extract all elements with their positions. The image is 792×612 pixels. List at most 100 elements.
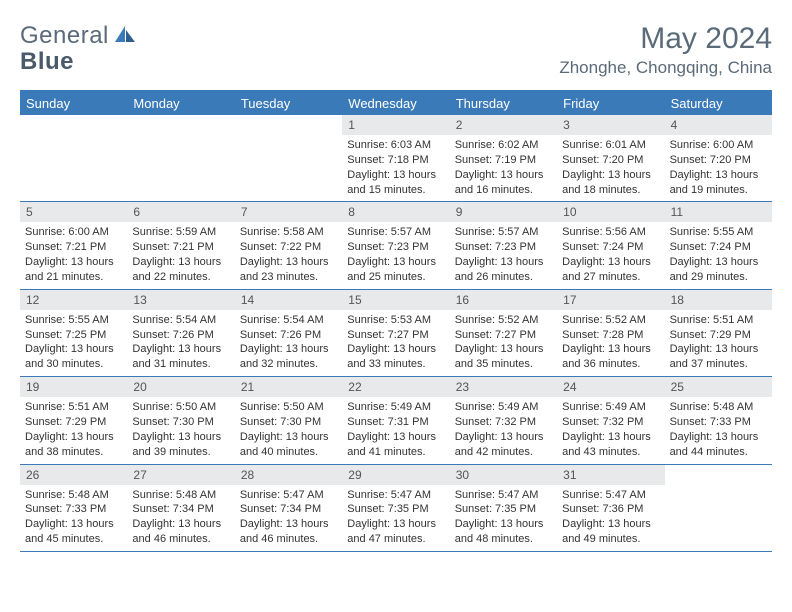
sunset-line: Sunset: 7:31 PM xyxy=(347,415,444,430)
day-cell: 15Sunrise: 5:53 AMSunset: 7:27 PMDayligh… xyxy=(342,290,449,376)
daylight-line: Daylight: 13 hours and 39 minutes. xyxy=(132,430,229,460)
day-body: Sunrise: 5:48 AMSunset: 7:33 PMDaylight:… xyxy=(20,485,127,551)
sunset-line: Sunset: 7:29 PM xyxy=(25,415,122,430)
sunrise-line: Sunrise: 5:52 AM xyxy=(455,313,552,328)
day-header: Wednesday xyxy=(342,92,449,115)
sunrise-line: Sunrise: 5:55 AM xyxy=(670,225,767,240)
day-cell: 17Sunrise: 5:52 AMSunset: 7:28 PMDayligh… xyxy=(557,290,664,376)
day-body: Sunrise: 6:00 AMSunset: 7:20 PMDaylight:… xyxy=(665,135,772,201)
sunset-line: Sunset: 7:34 PM xyxy=(132,502,229,517)
daylight-line: Daylight: 13 hours and 46 minutes. xyxy=(132,517,229,547)
logo-sub: Blue xyxy=(20,48,74,76)
sunset-line: Sunset: 7:22 PM xyxy=(240,240,337,255)
sunset-line: Sunset: 7:32 PM xyxy=(562,415,659,430)
daylight-line: Daylight: 13 hours and 44 minutes. xyxy=(670,430,767,460)
sunrise-line: Sunrise: 5:47 AM xyxy=(240,488,337,503)
sunrise-line: Sunrise: 5:53 AM xyxy=(347,313,444,328)
day-body: Sunrise: 5:59 AMSunset: 7:21 PMDaylight:… xyxy=(127,222,234,288)
day-body: Sunrise: 6:00 AMSunset: 7:21 PMDaylight:… xyxy=(20,222,127,288)
sunset-line: Sunset: 7:20 PM xyxy=(670,153,767,168)
sunrise-line: Sunrise: 5:49 AM xyxy=(347,400,444,415)
sunset-line: Sunset: 7:25 PM xyxy=(25,328,122,343)
day-cell: 6Sunrise: 5:59 AMSunset: 7:21 PMDaylight… xyxy=(127,202,234,288)
sunrise-line: Sunrise: 5:56 AM xyxy=(562,225,659,240)
sunset-line: Sunset: 7:21 PM xyxy=(132,240,229,255)
sunrise-line: Sunrise: 5:47 AM xyxy=(347,488,444,503)
day-cell: 9Sunrise: 5:57 AMSunset: 7:23 PMDaylight… xyxy=(450,202,557,288)
day-number: 18 xyxy=(665,290,772,310)
sunset-line: Sunset: 7:29 PM xyxy=(670,328,767,343)
day-body: Sunrise: 5:54 AMSunset: 7:26 PMDaylight:… xyxy=(235,310,342,376)
day-body: Sunrise: 5:51 AMSunset: 7:29 PMDaylight:… xyxy=(665,310,772,376)
sunset-line: Sunset: 7:23 PM xyxy=(455,240,552,255)
daylight-line: Daylight: 13 hours and 32 minutes. xyxy=(240,342,337,372)
day-body: Sunrise: 5:55 AMSunset: 7:25 PMDaylight:… xyxy=(20,310,127,376)
day-body: Sunrise: 5:47 AMSunset: 7:34 PMDaylight:… xyxy=(235,485,342,551)
day-body: Sunrise: 5:49 AMSunset: 7:31 PMDaylight:… xyxy=(342,397,449,463)
sunrise-line: Sunrise: 5:49 AM xyxy=(455,400,552,415)
day-body: Sunrise: 5:50 AMSunset: 7:30 PMDaylight:… xyxy=(235,397,342,463)
day-number: 16 xyxy=(450,290,557,310)
day-number: 3 xyxy=(557,115,664,135)
day-body: Sunrise: 5:48 AMSunset: 7:34 PMDaylight:… xyxy=(127,485,234,551)
day-cell: 5Sunrise: 6:00 AMSunset: 7:21 PMDaylight… xyxy=(20,202,127,288)
sunset-line: Sunset: 7:27 PM xyxy=(347,328,444,343)
day-header: Friday xyxy=(557,92,664,115)
day-cell: 8Sunrise: 5:57 AMSunset: 7:23 PMDaylight… xyxy=(342,202,449,288)
sunrise-line: Sunrise: 6:00 AM xyxy=(670,138,767,153)
sunrise-line: Sunrise: 5:47 AM xyxy=(562,488,659,503)
sunset-line: Sunset: 7:24 PM xyxy=(562,240,659,255)
daylight-line: Daylight: 13 hours and 43 minutes. xyxy=(562,430,659,460)
day-body: Sunrise: 5:49 AMSunset: 7:32 PMDaylight:… xyxy=(557,397,664,463)
sunset-line: Sunset: 7:26 PM xyxy=(132,328,229,343)
daylight-line: Daylight: 13 hours and 25 minutes. xyxy=(347,255,444,285)
day-body: Sunrise: 5:52 AMSunset: 7:27 PMDaylight:… xyxy=(450,310,557,376)
sunrise-line: Sunrise: 5:58 AM xyxy=(240,225,337,240)
day-cell: 29Sunrise: 5:47 AMSunset: 7:35 PMDayligh… xyxy=(342,465,449,551)
sunset-line: Sunset: 7:23 PM xyxy=(347,240,444,255)
day-cell: 1Sunrise: 6:03 AMSunset: 7:18 PMDaylight… xyxy=(342,115,449,201)
sunset-line: Sunset: 7:30 PM xyxy=(240,415,337,430)
day-number: 21 xyxy=(235,377,342,397)
day-number: 23 xyxy=(450,377,557,397)
daylight-line: Daylight: 13 hours and 31 minutes. xyxy=(132,342,229,372)
sunset-line: Sunset: 7:28 PM xyxy=(562,328,659,343)
day-body: Sunrise: 6:01 AMSunset: 7:20 PMDaylight:… xyxy=(557,135,664,201)
sunset-line: Sunset: 7:21 PM xyxy=(25,240,122,255)
day-cell: 4Sunrise: 6:00 AMSunset: 7:20 PMDaylight… xyxy=(665,115,772,201)
sunset-line: Sunset: 7:30 PM xyxy=(132,415,229,430)
day-number: 25 xyxy=(665,377,772,397)
daylight-line: Daylight: 13 hours and 42 minutes. xyxy=(455,430,552,460)
sunset-line: Sunset: 7:32 PM xyxy=(455,415,552,430)
day-body: Sunrise: 5:53 AMSunset: 7:27 PMDaylight:… xyxy=(342,310,449,376)
sunrise-line: Sunrise: 5:57 AM xyxy=(347,225,444,240)
week-row: 26Sunrise: 5:48 AMSunset: 7:33 PMDayligh… xyxy=(20,465,772,552)
daylight-line: Daylight: 13 hours and 29 minutes. xyxy=(670,255,767,285)
title-block: May 2024 Zhonghe, Chongqing, China xyxy=(559,22,772,78)
day-number: 19 xyxy=(20,377,127,397)
daylight-line: Daylight: 13 hours and 37 minutes. xyxy=(670,342,767,372)
week-row: 5Sunrise: 6:00 AMSunset: 7:21 PMDaylight… xyxy=(20,202,772,289)
day-body: Sunrise: 5:57 AMSunset: 7:23 PMDaylight:… xyxy=(342,222,449,288)
sunset-line: Sunset: 7:27 PM xyxy=(455,328,552,343)
daylight-line: Daylight: 13 hours and 48 minutes. xyxy=(455,517,552,547)
daylight-line: Daylight: 13 hours and 22 minutes. xyxy=(132,255,229,285)
daylight-line: Daylight: 13 hours and 27 minutes. xyxy=(562,255,659,285)
day-body: Sunrise: 5:48 AMSunset: 7:33 PMDaylight:… xyxy=(665,397,772,463)
day-cell: 25Sunrise: 5:48 AMSunset: 7:33 PMDayligh… xyxy=(665,377,772,463)
day-body: Sunrise: 5:52 AMSunset: 7:28 PMDaylight:… xyxy=(557,310,664,376)
daylight-line: Daylight: 13 hours and 49 minutes. xyxy=(562,517,659,547)
daylight-line: Daylight: 13 hours and 30 minutes. xyxy=(25,342,122,372)
day-number: 8 xyxy=(342,202,449,222)
day-cell: 19Sunrise: 5:51 AMSunset: 7:29 PMDayligh… xyxy=(20,377,127,463)
day-number: 10 xyxy=(557,202,664,222)
day-number: 28 xyxy=(235,465,342,485)
day-cell: 18Sunrise: 5:51 AMSunset: 7:29 PMDayligh… xyxy=(665,290,772,376)
sunset-line: Sunset: 7:24 PM xyxy=(670,240,767,255)
daylight-line: Daylight: 13 hours and 40 minutes. xyxy=(240,430,337,460)
day-cell: 10 Sunrise: 5:56 AMSunset: 7:24 PMDayligh… xyxy=(557,202,664,288)
daylight-line: Daylight: 13 hours and 19 minutes. xyxy=(670,168,767,198)
day-body: Sunrise: 6:02 AMSunset: 7:19 PMDaylight:… xyxy=(450,135,557,201)
day-cell: 3Sunrise: 6:01 AMSunset: 7:20 PMDaylight… xyxy=(557,115,664,201)
day-header: Saturday xyxy=(665,92,772,115)
